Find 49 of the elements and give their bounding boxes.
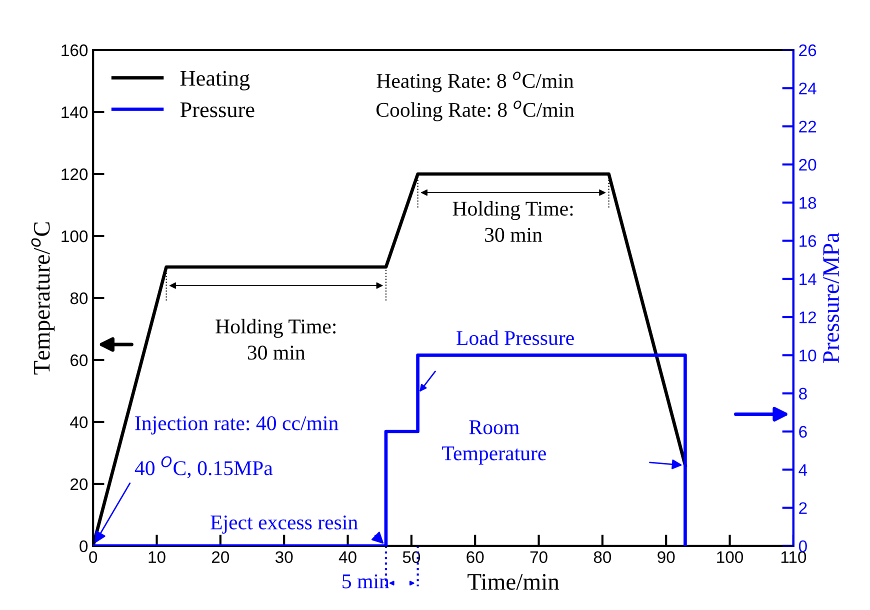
x-tick-label: 10 bbox=[148, 551, 166, 564]
annotation: 40 $^{O}$C, 0.15MPa bbox=[134, 456, 273, 478]
annotation: Eject excess resin bbox=[210, 515, 358, 534]
annotation: Injection rate: 40 cc/min bbox=[135, 416, 338, 435]
x-axis-title: Time/min bbox=[468, 574, 560, 590]
y2-tick-label: 20 bbox=[799, 158, 816, 171]
y2-tick-label: 2 bbox=[799, 502, 807, 514]
y-tick-label: 0 bbox=[80, 540, 88, 552]
y2-tick-label: 6 bbox=[799, 426, 807, 438]
x-tick-label: 30 bbox=[275, 551, 293, 564]
y-tick-label: 80 bbox=[70, 292, 88, 304]
y2-tick-label: 0 bbox=[798, 540, 807, 552]
y2-tick-label: 12 bbox=[800, 311, 816, 324]
y2-tick-label: 22 bbox=[799, 120, 816, 132]
y2-tick-label: 16 bbox=[800, 235, 816, 247]
annotation: Load Pressure bbox=[456, 330, 574, 346]
annotation: Holding Time: 30 min bbox=[216, 318, 336, 360]
y-tick-label: 60 bbox=[70, 354, 88, 366]
annotation: Holding Time: 30 min bbox=[452, 201, 573, 242]
x-tick-label: 70 bbox=[530, 551, 548, 564]
annotation: Room Temperature bbox=[442, 420, 546, 465]
y2-tick-label: 14 bbox=[800, 273, 816, 285]
y-tick-label: 100 bbox=[62, 230, 88, 242]
y-tick-label: 20 bbox=[70, 478, 88, 490]
legend-label: Pressure bbox=[180, 102, 254, 118]
x-tick-label: 40 bbox=[338, 551, 356, 564]
x-tick-label: 60 bbox=[466, 551, 484, 564]
y2-tick-label: 18 bbox=[800, 197, 816, 209]
y-tick-label: 140 bbox=[62, 106, 88, 118]
y2-tick-label: 24 bbox=[799, 82, 816, 94]
y2-tick-label: 4 bbox=[798, 464, 808, 476]
annotation: Heating Rate: 8 $^{o}$C/min Cooling Rate: 8 $^{o}$C/min bbox=[376, 72, 574, 122]
x-tick-label: 80 bbox=[594, 551, 612, 564]
y2-axis-title: Pressure/MPa bbox=[823, 232, 840, 363]
x-tick-label: 20 bbox=[212, 551, 230, 564]
x-tick-label: 50 bbox=[402, 551, 420, 564]
text: 5 min bbox=[342, 574, 390, 588]
y-tick-label: 40 bbox=[70, 416, 88, 428]
y2-tick-label: 10 bbox=[800, 350, 816, 362]
y-tick-label: 160 bbox=[62, 44, 88, 56]
y2-tick-label: 26 bbox=[799, 44, 816, 56]
y-axis-title: Temperature/$^{o}$C bbox=[31, 222, 55, 375]
x-tick-label: 100 bbox=[717, 551, 744, 564]
x-tick-label: 90 bbox=[658, 551, 675, 564]
legend-label: Heating bbox=[180, 70, 250, 90]
x-tick-label: 110 bbox=[781, 551, 806, 564]
x-tick-label: 0 bbox=[89, 551, 98, 564]
y-tick-label: 120 bbox=[62, 168, 88, 180]
y2-tick-label: 8 bbox=[799, 388, 807, 400]
